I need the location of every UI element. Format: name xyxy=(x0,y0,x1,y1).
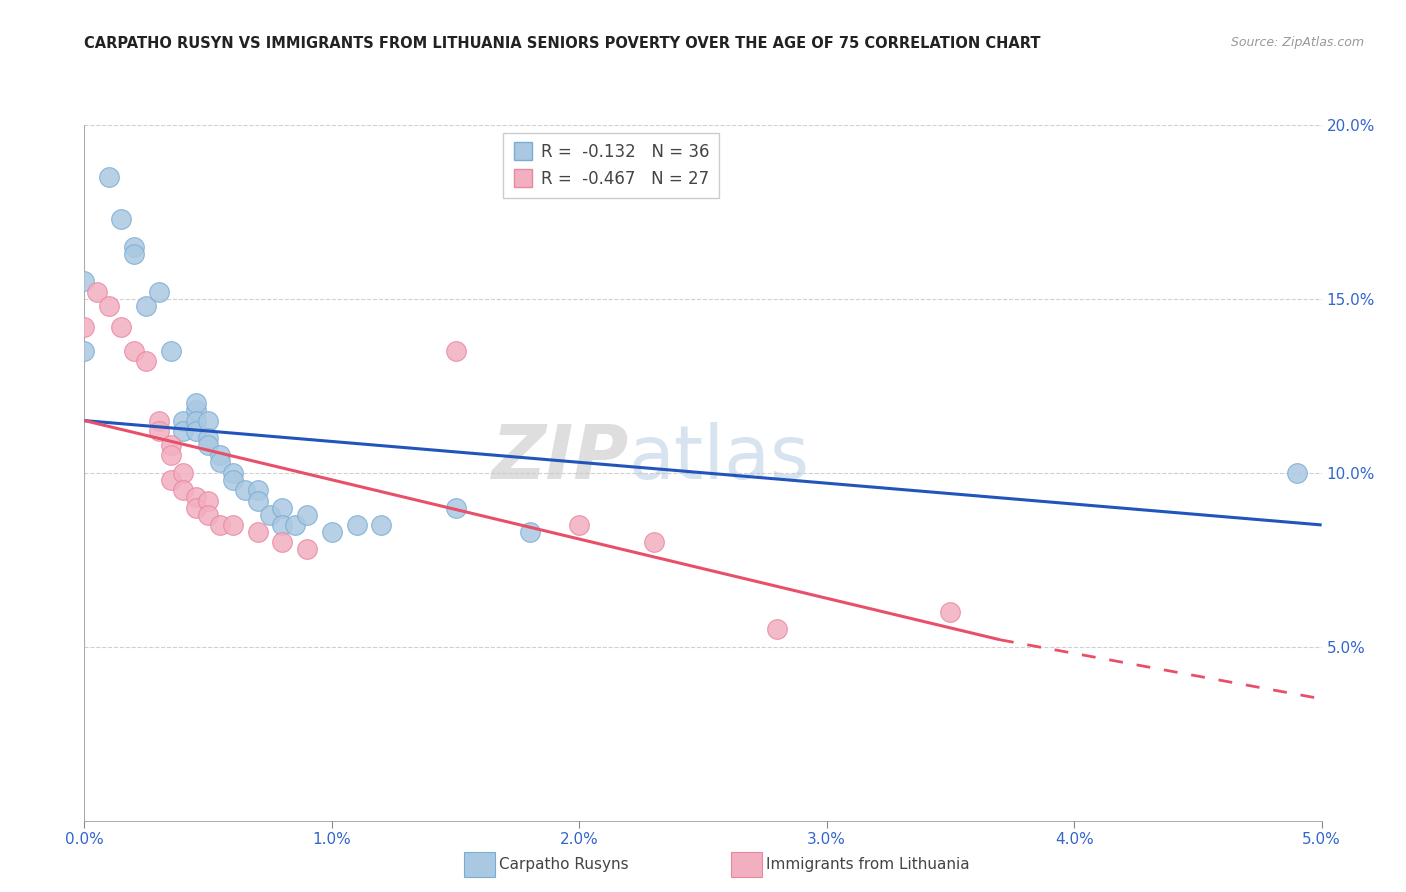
Point xyxy=(246,483,269,497)
Point xyxy=(222,473,245,487)
Point xyxy=(172,483,194,497)
Point xyxy=(148,285,170,299)
Point xyxy=(222,466,245,480)
Point xyxy=(122,246,145,260)
Point xyxy=(73,319,96,334)
Text: CARPATHO RUSYN VS IMMIGRANTS FROM LITHUANIA SENIORS POVERTY OVER THE AGE OF 75 C: CARPATHO RUSYN VS IMMIGRANTS FROM LITHUA… xyxy=(84,36,1040,51)
Point xyxy=(148,424,170,438)
Point xyxy=(271,535,294,549)
Point xyxy=(209,455,232,469)
Point xyxy=(197,493,219,508)
Point xyxy=(568,517,591,532)
Point xyxy=(160,343,183,358)
Point xyxy=(222,517,245,532)
Point xyxy=(271,517,294,532)
Point xyxy=(135,299,157,313)
Point xyxy=(135,354,157,368)
Point xyxy=(370,517,392,532)
Point xyxy=(98,299,121,313)
Point xyxy=(246,493,269,508)
Point xyxy=(184,413,207,427)
Point xyxy=(197,438,219,452)
Point xyxy=(160,448,183,462)
Point xyxy=(209,517,232,532)
Point xyxy=(184,403,207,417)
Point xyxy=(197,413,219,427)
Point xyxy=(122,343,145,358)
Text: Carpatho Rusyns: Carpatho Rusyns xyxy=(499,857,628,871)
Point xyxy=(321,524,343,539)
Point xyxy=(295,542,318,557)
Point xyxy=(73,343,96,358)
Point xyxy=(233,483,256,497)
Point xyxy=(766,623,789,637)
Point xyxy=(110,211,132,226)
Point xyxy=(160,438,183,452)
Text: Source: ZipAtlas.com: Source: ZipAtlas.com xyxy=(1230,36,1364,49)
Point xyxy=(172,413,194,427)
Point xyxy=(98,169,121,184)
Point xyxy=(110,319,132,334)
Point xyxy=(346,517,368,532)
Point xyxy=(122,239,145,253)
Point xyxy=(444,343,467,358)
Point xyxy=(939,605,962,619)
Point xyxy=(86,285,108,299)
Point xyxy=(172,424,194,438)
Text: atlas: atlas xyxy=(628,422,810,495)
Point xyxy=(444,500,467,515)
Point xyxy=(643,535,665,549)
Point xyxy=(184,500,207,515)
Point xyxy=(284,517,307,532)
Point xyxy=(271,500,294,515)
Point xyxy=(259,508,281,522)
Point xyxy=(184,396,207,410)
Text: ZIP: ZIP xyxy=(492,422,628,495)
Point xyxy=(246,524,269,539)
Text: Immigrants from Lithuania: Immigrants from Lithuania xyxy=(766,857,970,871)
Point xyxy=(209,448,232,462)
Point xyxy=(172,466,194,480)
Point xyxy=(1285,466,1308,480)
Point xyxy=(160,473,183,487)
Point xyxy=(184,424,207,438)
Point xyxy=(73,274,96,288)
Legend: R =  -0.132   N = 36, R =  -0.467   N = 27: R = -0.132 N = 36, R = -0.467 N = 27 xyxy=(502,133,720,197)
Point xyxy=(148,413,170,427)
Point xyxy=(519,524,541,539)
Point xyxy=(295,508,318,522)
Point xyxy=(184,490,207,504)
Point xyxy=(197,508,219,522)
Point xyxy=(197,431,219,445)
